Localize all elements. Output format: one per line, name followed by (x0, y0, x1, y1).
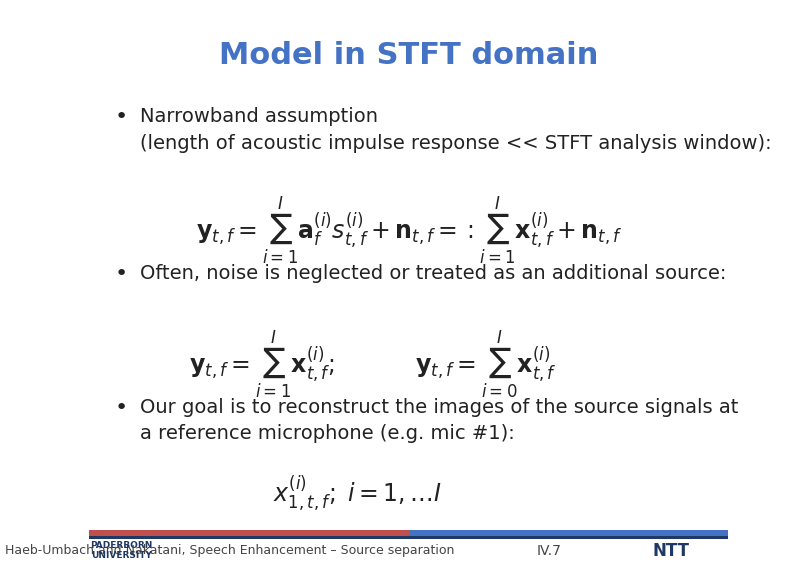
Text: Often, noise is neglected or treated as an additional source:: Often, noise is neglected or treated as … (141, 264, 727, 284)
Text: IV.7: IV.7 (537, 544, 562, 558)
Text: Our goal is to reconstruct the images of the source signals at: Our goal is to reconstruct the images of… (141, 398, 739, 417)
Text: (length of acoustic impulse response << STFT analysis window):: (length of acoustic impulse response << … (141, 134, 772, 153)
Text: $\mathbf{y}_{t,f} = \sum_{i=0}^{I} \mathbf{x}_{t,f}^{(i)}$: $\mathbf{y}_{t,f} = \sum_{i=0}^{I} \math… (414, 328, 557, 400)
Text: $\mathbf{y}_{t,f} = \sum_{i=1}^{I} \mathbf{x}_{t,f}^{(i)};$: $\mathbf{y}_{t,f} = \sum_{i=1}^{I} \math… (189, 328, 335, 400)
Text: Model in STFT domain: Model in STFT domain (219, 41, 599, 70)
Text: a reference microphone (e.g. mic #1):: a reference microphone (e.g. mic #1): (141, 424, 515, 443)
Text: •: • (115, 398, 128, 418)
Text: •: • (115, 107, 128, 127)
Text: Haeb-Umbach and Nakatani, Speech Enhancement – Source separation: Haeb-Umbach and Nakatani, Speech Enhance… (6, 544, 455, 557)
Text: $x_{1,t,f}^{(i)};\; i = 1, \ldots I$: $x_{1,t,f}^{(i)};\; i = 1, \ldots I$ (273, 474, 442, 513)
FancyBboxPatch shape (89, 530, 409, 536)
Text: •: • (115, 264, 128, 284)
FancyBboxPatch shape (89, 536, 729, 539)
Text: Narrowband assumption: Narrowband assumption (141, 107, 379, 127)
Text: PADERBORN
UNIVERSITY: PADERBORN UNIVERSITY (90, 541, 152, 561)
Text: NTT: NTT (653, 542, 689, 560)
Text: $\mathbf{y}_{t,f} = \sum_{i=1}^{I} \mathbf{a}_f^{(i)} s_{t,f}^{(i)} + \mathbf{n}: $\mathbf{y}_{t,f} = \sum_{i=1}^{I} \math… (195, 195, 622, 266)
FancyBboxPatch shape (409, 530, 729, 536)
